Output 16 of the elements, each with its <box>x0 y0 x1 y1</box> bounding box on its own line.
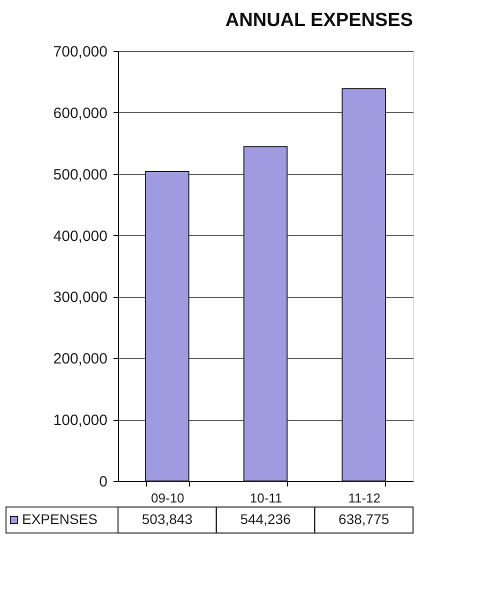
chart-title: ANNUAL EXPENSES <box>225 10 413 31</box>
y-tick-label: 100,000 <box>53 412 108 430</box>
y-tick-label: 300,000 <box>53 289 108 306</box>
y-tick-label: 0 <box>99 474 108 490</box>
y-tick-label: 600,000 <box>53 104 108 122</box>
y-tick-label: 400,000 <box>53 228 108 245</box>
text: 503,843 <box>142 511 192 527</box>
text: 638,775 <box>338 511 390 527</box>
legend-label: EXPENSES <box>22 511 98 527</box>
x-tick-label: 10-11 <box>250 490 282 506</box>
x-tick-label: 09-10 <box>151 490 184 506</box>
text: 544,236 <box>240 511 291 527</box>
x-tick-label: 11-12 <box>348 490 380 506</box>
y-tick-label: 700,000 <box>53 44 108 60</box>
y-tick-label: 200,000 <box>53 350 108 368</box>
y-tick-label: 500,000 <box>53 166 108 184</box>
